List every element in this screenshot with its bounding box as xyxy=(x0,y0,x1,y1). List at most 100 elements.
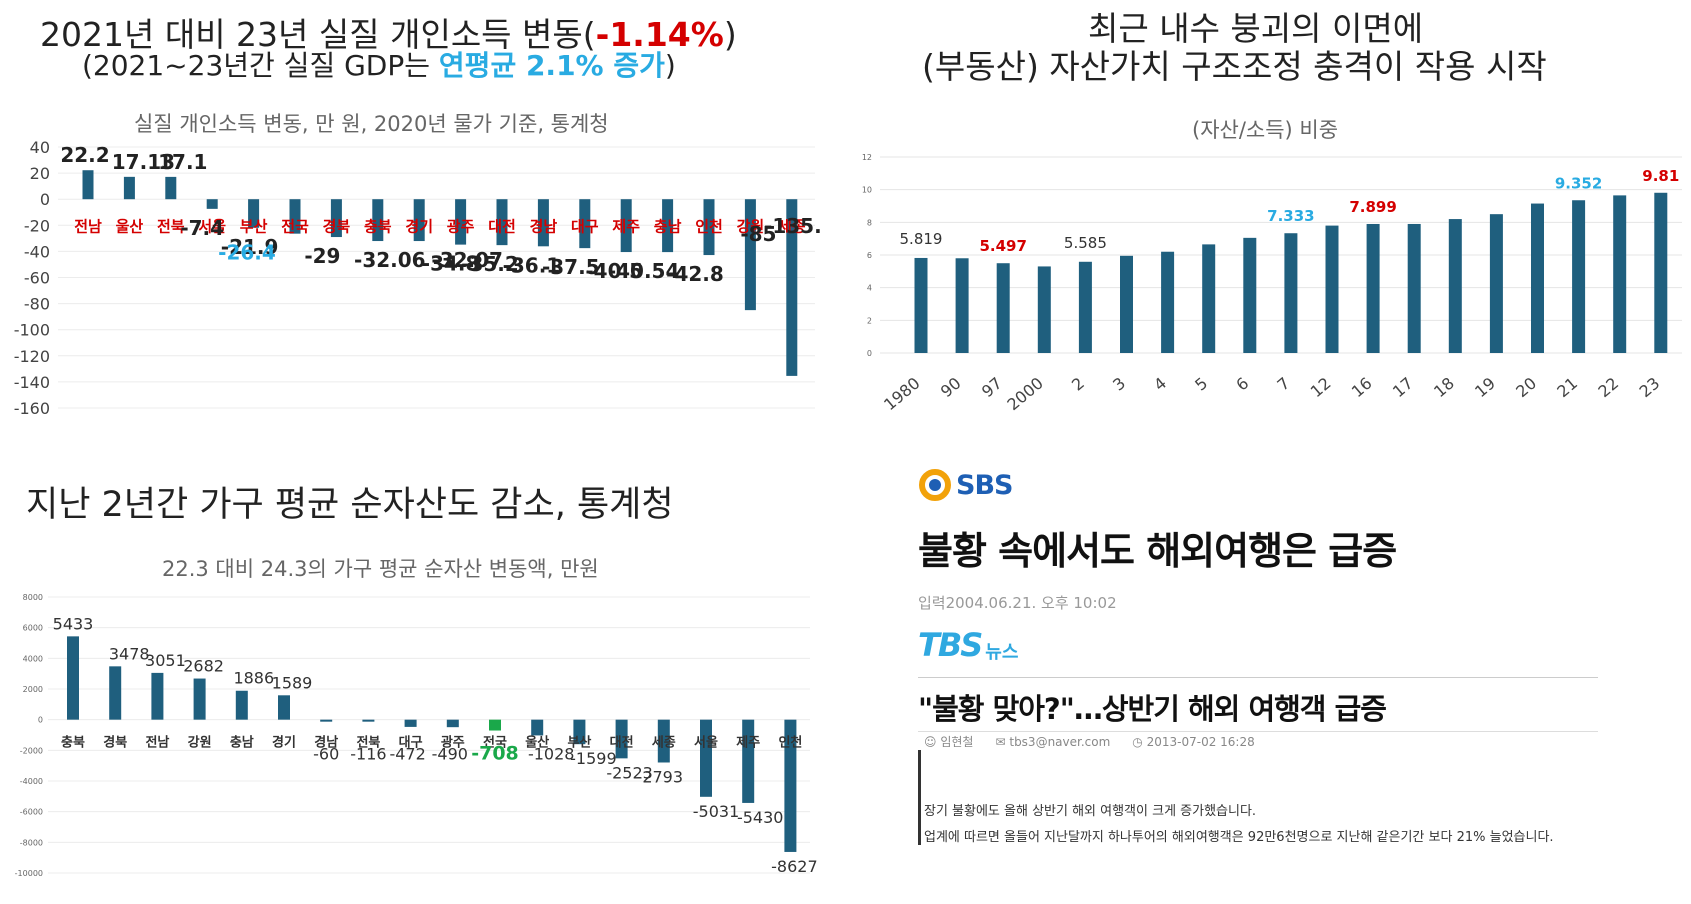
chart3-category-label: 세종 xyxy=(652,736,676,751)
chart2-bar xyxy=(1531,203,1544,353)
chart3-ytick-label: -6000 xyxy=(20,808,43,817)
chart1-bar xyxy=(248,199,260,228)
chart2-ytick-label: 10 xyxy=(862,186,872,195)
chart3-data-label: -5031 xyxy=(693,802,740,821)
chart2-title-line2: (부동산) 자산가치 구조조정 충격이 작용 시작 xyxy=(922,47,1547,86)
chart3-data-label: -1599 xyxy=(570,749,617,768)
chart3-data-label: -60 xyxy=(313,745,339,764)
chart2-xtick-label: 21 xyxy=(1553,374,1581,402)
chart3-bar xyxy=(404,719,417,727)
chart1-bar xyxy=(703,199,715,256)
chart3-bar xyxy=(278,695,290,720)
chart3-bar xyxy=(151,672,164,720)
chart3-data-label: -8627 xyxy=(771,857,818,876)
chart2-xtick-label: 1980 xyxy=(880,374,923,415)
chart3-bar xyxy=(67,636,79,720)
chart1-data-label: -29 xyxy=(304,244,340,268)
chart1-bar xyxy=(206,199,218,209)
chart1-bar xyxy=(123,176,135,200)
chart3-ytick-label: -10000 xyxy=(15,869,43,878)
chart2-data-label: 7.899 xyxy=(1349,198,1396,216)
chart1-bar xyxy=(82,170,94,200)
chart1-bar xyxy=(330,199,342,238)
news-body-1: 장기 불황에도 올해 상반기 해외 여행객이 크게 증가했습니다. xyxy=(924,804,1257,819)
chart2-data-label: 7.333 xyxy=(1267,207,1314,225)
chart3-ytick-label: 6000 xyxy=(23,624,43,633)
chart3-data-label: -472 xyxy=(389,745,425,764)
chart2-bar xyxy=(1572,200,1586,353)
chart2-ytick-label: 6 xyxy=(867,251,872,260)
chart3-svg: 8000 6000 4000 2000 0 -2000 -4000 -6000 -8000 -10… xyxy=(15,593,818,878)
chart2-bar xyxy=(914,257,928,353)
chart3-data-label: -5430 xyxy=(737,808,784,827)
chart1-bar xyxy=(372,199,384,242)
news-email[interactable]: tbs3@naver.com xyxy=(1009,734,1111,749)
chart1-data-label: -32.07 xyxy=(431,248,503,272)
chart3-ytick-label: 2000 xyxy=(23,685,43,694)
chart3-title: 지난 2년간 가구 평균 순자산도 감소, 통계청 xyxy=(26,485,674,525)
chart1-title-line2: (2021~23년간 실질 GDP는 연평균 2.1% 증가) xyxy=(82,44,676,84)
chart2-bar xyxy=(1366,223,1380,353)
chart2-bar xyxy=(1202,244,1216,353)
chart3-category-label: 전국 xyxy=(483,735,507,751)
chart2-data-label: 5.819 xyxy=(900,230,943,248)
chart3-ytick-label: -8000 xyxy=(20,838,43,847)
chart2-bar xyxy=(1078,261,1092,353)
chart1-data-label: 17.13 xyxy=(112,150,175,174)
chart1-bar xyxy=(662,199,674,253)
chart2-xtick-label: 17 xyxy=(1389,374,1417,402)
chart3-data-label: 5433 xyxy=(53,614,94,633)
chart3-category-label: 경북 xyxy=(103,735,127,751)
tbs-logo-text: TBS xyxy=(918,626,983,664)
chart3-data-label: -490 xyxy=(432,745,468,764)
chart1-data-label: 22.2 xyxy=(60,143,109,167)
chart1-data-label: -32.06 xyxy=(354,248,426,272)
chart3-bar xyxy=(362,719,375,722)
chart2-bar xyxy=(1448,219,1462,353)
chart1-bar xyxy=(455,199,467,245)
chart3-category-label: 경남 xyxy=(314,735,338,751)
chart3-data-label: 1589 xyxy=(272,673,313,692)
chart2-xtick-label: 2 xyxy=(1068,374,1088,395)
chart3-category-label: 충북 xyxy=(61,735,85,751)
chart1-title2-highlight: 연평균 2.1% 증가 xyxy=(438,49,665,82)
email-meta: ✉ tbs3@naver.com xyxy=(995,735,1110,749)
chart1-category-label: 광주 xyxy=(447,217,475,235)
news-body-bar xyxy=(918,750,921,845)
author-meta: ☺ 임현철 xyxy=(924,733,973,750)
chart2-bar xyxy=(1489,214,1503,353)
chart2-xtick-label: 16 xyxy=(1348,374,1376,402)
chart3-bar xyxy=(742,719,755,803)
chart2-xtick-label: 7 xyxy=(1273,374,1293,395)
chart1-data-label: -34.8 xyxy=(422,252,480,276)
chart3-category-label: 대구 xyxy=(399,736,423,751)
chart2-xtick-label: 6 xyxy=(1232,374,1252,395)
chart1-data-label: -36.1 xyxy=(503,253,561,277)
chart1-data-label: -37.5 xyxy=(542,255,600,279)
chart1-title-text: 2021년 대비 23년 실질 개인소득 변동( xyxy=(40,15,596,54)
chart3-category-label: 전북 xyxy=(356,735,380,751)
chart1-data-label: -26.4 xyxy=(218,241,276,265)
chart2-xtick-label: 3 xyxy=(1109,374,1129,395)
chart1-category-label: 전북 xyxy=(157,217,185,235)
chart1-ytick-label: 0 xyxy=(40,190,50,209)
chart3-data-label: 3051 xyxy=(145,651,186,670)
chart3-bar xyxy=(657,719,670,763)
chart1-bar xyxy=(413,199,425,242)
chart3-bar xyxy=(235,690,248,720)
chart2-xtick-label: 97 xyxy=(978,374,1006,402)
chart3-category-label: 대전 xyxy=(610,735,634,751)
chart1-bar xyxy=(165,176,177,200)
chart1-data-label: -85 xyxy=(740,222,776,246)
chart1-ytick-label: -20 xyxy=(24,216,50,235)
chart1-ytick-label: -80 xyxy=(24,295,50,314)
news-headline-2: "불황 맞아?"…상반기 해외 여행객 급증 xyxy=(918,692,1387,726)
chart1-category-label: 충남 xyxy=(654,217,682,235)
mail-icon: ✉ xyxy=(995,734,1006,749)
chart3-category-label: 경기 xyxy=(272,735,296,751)
tbs-logo: TBS 뉴스 xyxy=(918,626,1018,664)
chart2-xtick-label: 4 xyxy=(1150,374,1170,395)
chart1-title2-end: ) xyxy=(664,49,676,82)
chart2-bar xyxy=(1120,255,1133,353)
chart1-title-line1: 2021년 대비 23년 실질 개인소득 변동(-1.14%) xyxy=(40,8,737,56)
